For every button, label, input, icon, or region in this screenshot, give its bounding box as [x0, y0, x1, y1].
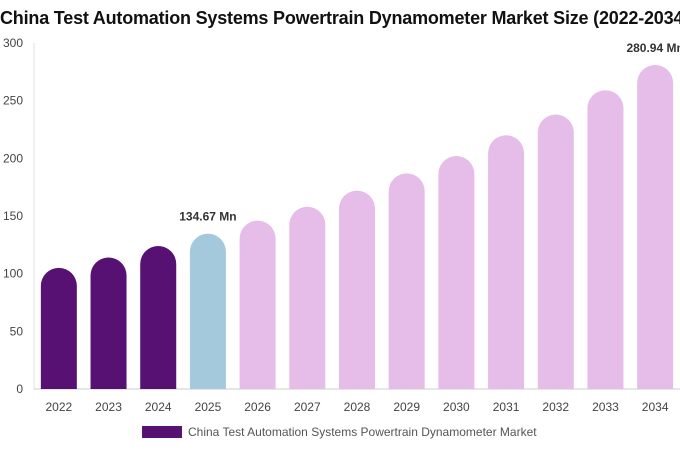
bar-2030 — [438, 156, 475, 389]
chart-title: China Test Automation Systems Powertrain… — [0, 8, 680, 28]
data-label-2025: 134.67 Mn — [179, 210, 236, 224]
legend-swatch — [142, 426, 182, 438]
bar-2032 — [537, 114, 574, 390]
x-tick-label: 2030 — [443, 400, 470, 414]
y-tick-label: 50 — [10, 324, 24, 338]
bar-2028 — [339, 190, 375, 389]
bar-2022 — [40, 267, 77, 389]
x-tick-label: 2031 — [493, 400, 520, 414]
x-tick-label: 2032 — [542, 400, 569, 414]
x-tick-label: 2025 — [195, 400, 222, 414]
x-tick-label: 2033 — [592, 400, 619, 414]
legend-label: China Test Automation Systems Powertrain… — [188, 425, 537, 439]
bar-2029 — [388, 173, 425, 389]
x-tick-label: 2029 — [393, 400, 420, 414]
bar-2031 — [488, 135, 525, 389]
y-tick-label: 200 — [3, 151, 23, 165]
bar-2023 — [90, 257, 127, 389]
y-tick-label: 150 — [3, 209, 23, 223]
x-tick-label: 2024 — [145, 400, 172, 414]
bar-2025 — [189, 233, 226, 389]
x-tick-label: 2034 — [642, 400, 669, 414]
x-tick-label: 2026 — [244, 400, 271, 414]
x-tick-label: 2023 — [95, 400, 122, 414]
x-tick-label: 2027 — [294, 400, 321, 414]
bar-2033 — [587, 90, 624, 389]
y-tick-label: 300 — [3, 36, 23, 50]
y-tick-label: 100 — [3, 267, 23, 281]
bar-2027 — [289, 206, 326, 389]
bar-2034 — [637, 64, 674, 389]
legend: China Test Automation Systems Powertrain… — [142, 425, 537, 439]
data-label-2034: 280.94 Mn — [626, 41, 680, 55]
y-tick-label: 0 — [16, 382, 23, 396]
bar-2024 — [140, 245, 177, 389]
x-tick-label: 2022 — [45, 400, 72, 414]
x-tick-label: 2028 — [344, 400, 371, 414]
y-tick-label: 250 — [3, 94, 23, 108]
bar-2026 — [239, 220, 276, 389]
